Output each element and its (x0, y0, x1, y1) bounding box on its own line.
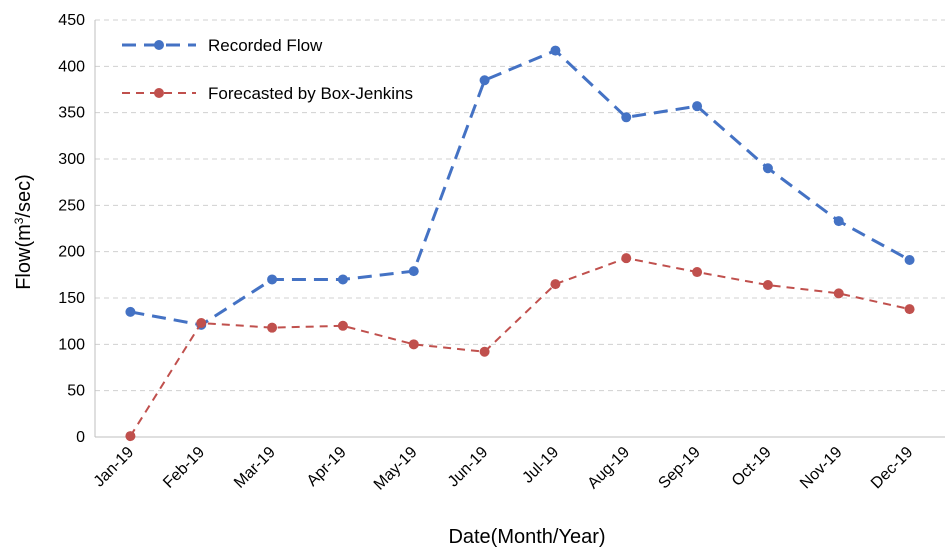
x-tick-label: Jun-19 (445, 444, 492, 491)
data-point (692, 101, 703, 112)
x-tick-label: Nov-19 (797, 444, 846, 493)
series-layer (125, 45, 915, 442)
data-point (762, 163, 773, 174)
series-line-forecasted-by-box-jenkins (129, 257, 910, 437)
data-point (550, 45, 561, 56)
data-point (762, 280, 773, 291)
y-axis-title-superscript: 3 (12, 217, 26, 224)
x-axis-title: Date(Month/Year) (448, 526, 605, 548)
data-point (408, 339, 419, 350)
legend-item-forecasted: Forecasted by Box-Jenkins (122, 84, 413, 103)
data-point (621, 112, 632, 123)
x-tick-label: Mar-19 (231, 444, 279, 492)
y-tick-label: 50 (67, 383, 85, 400)
y-tick-label: 300 (58, 151, 85, 168)
x-tick-label: Jul-19 (519, 444, 562, 487)
y-axis-title: Flow(m3/sec) (12, 174, 35, 290)
y-tick-label: 350 (58, 105, 85, 122)
data-point (125, 431, 136, 442)
series-recorded-flow (125, 45, 915, 330)
x-tick-label: Jan-19 (91, 444, 138, 491)
x-tick-label: Sep-19 (655, 444, 704, 493)
legend-marker-forecasted (154, 88, 164, 98)
data-point (267, 274, 278, 285)
x-tick-label: Dec-19 (868, 444, 917, 493)
series-line-recorded-flow (130, 48, 911, 327)
y-tick-label: 200 (58, 244, 85, 261)
data-point (904, 255, 915, 266)
data-point (904, 304, 915, 315)
y-tick-label: 0 (76, 429, 85, 446)
data-point (267, 322, 278, 333)
y-tick-label: 100 (58, 336, 85, 353)
legend-label-recorded-flow: Recorded Flow (208, 36, 323, 55)
x-tick-label: Aug-19 (585, 444, 634, 493)
data-point (196, 318, 207, 329)
data-point (337, 274, 348, 285)
x-tick-label: Oct-19 (729, 444, 775, 490)
data-point (479, 75, 490, 86)
x-tick-label: May-19 (371, 444, 421, 494)
series-forecasted-by-box-jenkins (125, 253, 915, 442)
data-point (833, 288, 844, 299)
y-axis-title-prefix: Flow(m (13, 224, 35, 290)
legend-marker-recorded-flow (154, 40, 164, 50)
legend-item-recorded-flow: Recorded Flow (122, 36, 323, 55)
data-point (621, 253, 632, 264)
data-point (125, 306, 136, 317)
x-tick-label: Apr-19 (304, 444, 350, 490)
y-axis-ticks: 0 50 100 150 200 250 300 350 400 450 (58, 12, 85, 446)
legend-label-forecasted: Forecasted by Box-Jenkins (208, 84, 413, 103)
data-point (550, 279, 561, 290)
y-tick-label: 450 (58, 12, 85, 29)
data-point (479, 346, 490, 357)
data-point (337, 320, 348, 331)
y-tick-label: 150 (58, 290, 85, 307)
y-axis-title-suffix: /sec) (13, 174, 35, 217)
data-point (408, 266, 419, 277)
y-tick-label: 400 (58, 58, 85, 75)
y-tick-label: 250 (58, 197, 85, 214)
x-tick-label: Feb-19 (160, 444, 208, 492)
x-axis-ticks: Jan-19 Feb-19 Mar-19 Apr-19 May-19 Jun-19 Jul-… (91, 444, 917, 494)
legend: Recorded Flow Forecasted by Box-Jenkins (122, 36, 413, 103)
data-point (833, 216, 844, 227)
data-point (692, 267, 703, 278)
